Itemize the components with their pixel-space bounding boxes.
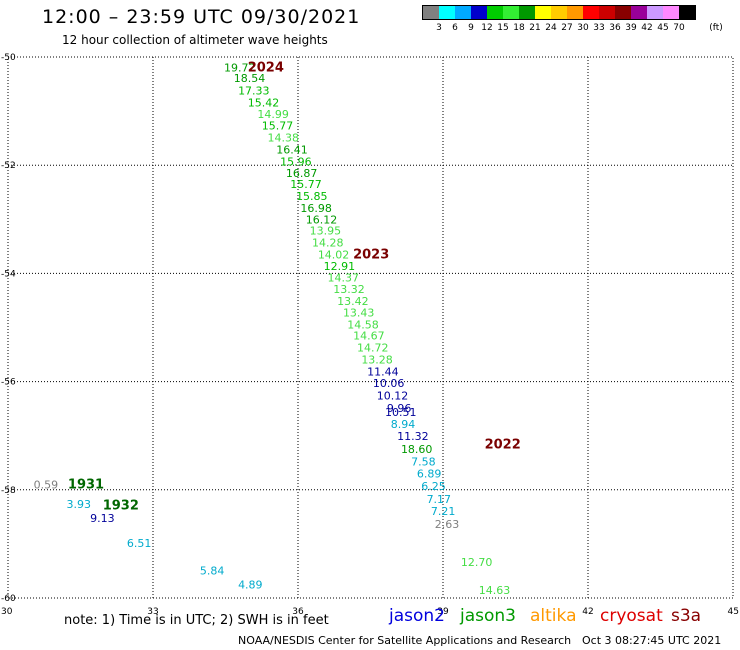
- latitude-label: -52: [1, 161, 16, 171]
- wave-height-label: 14.63: [479, 584, 511, 597]
- satellite-jason3: jason3: [460, 606, 516, 626]
- latitude-label: -54: [1, 269, 16, 279]
- latitude-label: -50: [1, 53, 16, 63]
- wave-height-label: 6.51: [127, 537, 151, 550]
- latitude-label: -60: [1, 594, 16, 604]
- wave-height-label: 3.93: [66, 498, 91, 511]
- wave-height-label: 0.59: [34, 478, 59, 491]
- latitude-label: -58: [1, 486, 16, 496]
- longitude-label: 45: [728, 607, 739, 617]
- satellite-jason2: jason2: [389, 606, 445, 626]
- wave-height-label: 2.63: [435, 518, 460, 531]
- satellite-s3a: s3a: [671, 606, 701, 626]
- longitude-label: 30: [1, 607, 13, 617]
- wave-height-label: 11.32: [397, 430, 429, 443]
- satellite-cryosat: cryosat: [600, 606, 663, 626]
- pass-time-label: 1932: [103, 498, 139, 513]
- wave-height-label: 18.60: [401, 443, 433, 456]
- wave-height-label: 10.12: [377, 390, 409, 403]
- wave-height-label: 6.89: [417, 468, 442, 481]
- footnote: note: 1) Time is in UTC; 2) SWH is in fe…: [64, 613, 329, 628]
- longitude-label: 42: [582, 607, 593, 617]
- wave-height-label: 7.21: [431, 505, 456, 518]
- pass-time-label: 2023: [353, 247, 389, 262]
- wave-height-label: 9.13: [90, 512, 115, 525]
- pass-time-label: 2024: [248, 60, 284, 75]
- generated-timestamp: Oct 3 08:27:45 UTC 2021: [582, 634, 721, 647]
- pass-time-label: 1931: [68, 477, 104, 492]
- wave-height-label: 6.25: [421, 480, 446, 493]
- pass-time-label: 2022: [485, 437, 521, 452]
- wave-height-label: 10.06: [373, 377, 405, 390]
- satellite-altika: altika: [530, 606, 577, 626]
- wave-height-label: 8.94: [391, 418, 416, 431]
- wave-height-label: 12.70: [461, 556, 493, 569]
- wave-height-label: 4.89: [238, 578, 262, 591]
- hour-labels: 2024 2023 2022 1931 1932: [68, 60, 521, 513]
- latitude-label: -56: [1, 378, 16, 388]
- wave-height-label: 5.84: [200, 564, 225, 577]
- observation-labels: 19.7218.5417.3315.4214.9915.7714.3816.41…: [34, 61, 511, 597]
- credit-text: NOAA/NESDIS Center for Satellite Applica…: [238, 634, 571, 647]
- wave-height-map: -50-52-54-56-58-6030 33 36 39 42 45 19.7218.5…: [0, 0, 740, 650]
